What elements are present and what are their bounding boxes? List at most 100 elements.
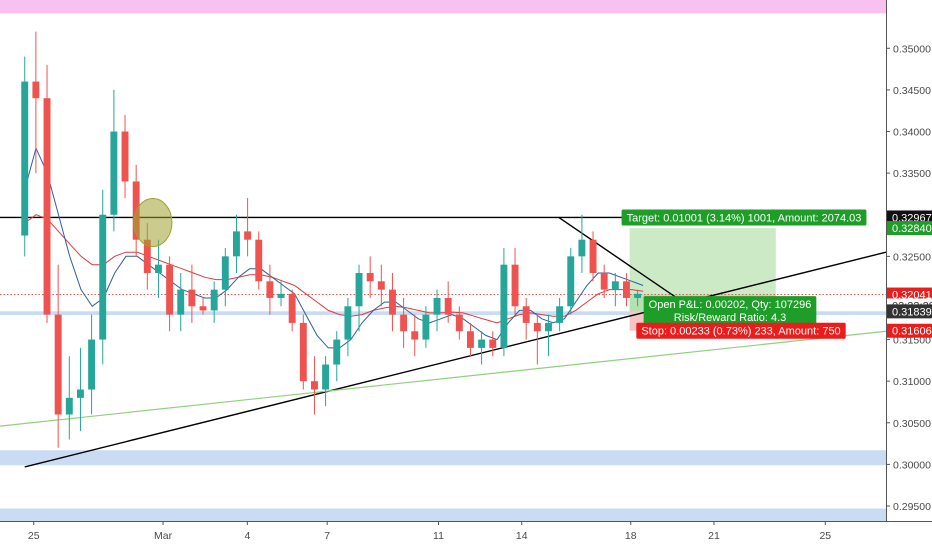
candle-body xyxy=(478,339,486,348)
price-tag-box xyxy=(887,287,932,302)
price-tag-label: 0.32840 xyxy=(892,223,932,235)
price-tick-label: 0.32500 xyxy=(893,251,931,263)
candle-body xyxy=(389,289,396,315)
target-label: Target: 0.01001 (3.14%) 1001, Amount: 20… xyxy=(627,212,862,224)
candle-body xyxy=(611,281,619,290)
time-tick-label: 7 xyxy=(324,530,330,542)
candle-body xyxy=(533,322,541,332)
support-line[interactable] xyxy=(24,251,887,468)
candle-body xyxy=(76,389,84,398)
time-axis-background xyxy=(0,521,932,550)
candle-body xyxy=(210,289,218,311)
candle-body xyxy=(634,293,642,298)
candle-body xyxy=(411,331,419,340)
price-tag: 0.31839 xyxy=(887,304,932,319)
time-tick-label: 25 xyxy=(819,530,831,542)
candle-body xyxy=(143,239,151,273)
price-axis-background xyxy=(886,0,932,550)
candle-body xyxy=(188,289,196,307)
candle-body xyxy=(500,264,508,348)
candle-body xyxy=(455,314,463,332)
time-tick-label: 14 xyxy=(516,530,528,542)
candle-body xyxy=(623,281,630,298)
highlight-ellipse[interactable] xyxy=(133,197,173,247)
candle-body xyxy=(400,314,408,332)
target-label-box xyxy=(621,209,867,226)
price-tick-label: 0.34000 xyxy=(893,127,931,139)
candle-body xyxy=(54,314,62,415)
candle-body xyxy=(333,339,341,365)
candle-body xyxy=(221,256,229,290)
time-axis[interactable]: 25 Mar 4 7 11 14 18 21 25 xyxy=(0,521,932,550)
candle-body xyxy=(444,297,452,315)
price-tick-label: 0.34500 xyxy=(893,85,931,97)
candle-body xyxy=(88,339,96,390)
candle-body xyxy=(277,293,285,298)
time-tick-label: Mar xyxy=(154,530,173,542)
price-tag-label: 0.31839 xyxy=(892,306,932,318)
candle-body xyxy=(600,272,608,290)
price-tick-label: 0.29500 xyxy=(893,501,931,513)
candle-body xyxy=(155,264,162,273)
stop-label: Stop: 0.00233 (0.73%) 233, Amount: 750 xyxy=(641,326,840,338)
candle-body xyxy=(299,322,307,382)
candle-body xyxy=(344,306,352,340)
highlight-circle[interactable] xyxy=(133,197,173,247)
candle-body xyxy=(233,231,240,257)
candle-body xyxy=(355,272,363,307)
pink-zone xyxy=(0,0,886,14)
price-tag-box xyxy=(887,221,932,236)
long-trend-line[interactable] xyxy=(0,330,887,427)
candle-body xyxy=(199,306,207,311)
price-tag-box xyxy=(887,304,932,319)
candle-body xyxy=(21,81,29,236)
open-pl-box xyxy=(643,296,817,326)
candle-body xyxy=(110,131,118,215)
time-tick-label: 21 xyxy=(708,530,720,542)
candle-body xyxy=(467,331,474,348)
candle-body xyxy=(177,289,185,315)
candle-body xyxy=(377,281,385,290)
time-tick-label: 25 xyxy=(28,530,40,542)
candle-body xyxy=(288,293,296,323)
candle-body xyxy=(545,322,552,332)
candle-body xyxy=(422,314,430,340)
candle-body xyxy=(366,272,374,282)
price-tag: 0.31606 xyxy=(887,323,932,338)
price-tag-label: 0.31606 xyxy=(892,326,932,338)
candle-body xyxy=(166,264,174,315)
candle-body xyxy=(567,256,575,307)
blue-zone xyxy=(0,450,886,466)
price-tick-label: 0.31000 xyxy=(893,376,931,388)
trend-lines-layer[interactable] xyxy=(0,216,887,468)
candle-body xyxy=(43,98,51,315)
candle-body xyxy=(244,231,252,240)
candle-body xyxy=(255,239,263,282)
candle-body xyxy=(322,364,330,390)
stop-label-box xyxy=(636,322,846,339)
candle-body xyxy=(511,264,519,307)
candle-body xyxy=(121,131,129,182)
descending-line[interactable] xyxy=(558,216,678,299)
risk-reward-label: Risk/Reward Ratio: 4.3 xyxy=(674,312,787,324)
zones-layer xyxy=(0,0,886,523)
price-axis[interactable]: 0.350000.345000.340000.335000.325000.315… xyxy=(886,0,932,550)
time-tick-label: 4 xyxy=(244,530,250,542)
price-tag-box xyxy=(887,210,932,225)
blue-zone xyxy=(0,508,886,523)
candle-body xyxy=(556,306,564,323)
time-tick-label: 18 xyxy=(625,530,637,542)
candle-body xyxy=(65,397,73,415)
price-tag-box xyxy=(887,323,932,338)
price-tick-label: 0.30000 xyxy=(893,459,931,471)
candle-body xyxy=(266,281,274,298)
price-tick-label: 0.30500 xyxy=(893,418,931,430)
candle-body xyxy=(433,297,441,315)
candle-body xyxy=(578,239,586,257)
candle-body xyxy=(589,239,597,273)
ma-slow-line xyxy=(24,214,644,324)
candle-body xyxy=(32,81,40,99)
price-tick-label: 0.35000 xyxy=(893,43,931,55)
price-tick-label: 0.33500 xyxy=(893,168,931,180)
